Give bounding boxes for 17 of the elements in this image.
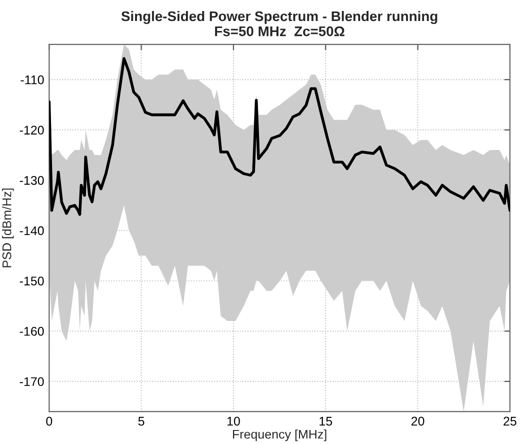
y-axis-title: PSD [dBm/Hz]: [2, 188, 14, 268]
x-axis-title: Frequency [MHz]: [232, 429, 326, 442]
x-tick-label: 10: [227, 416, 240, 426]
chart-title: Single-Sided Power Spectrum - Blender running Fs=50 MHz Zc=50Ω: [121, 10, 438, 36]
y-tick-label: -170: [20, 377, 44, 386]
x-tick-label: 5: [138, 416, 144, 426]
y-tick-label: -160: [20, 326, 44, 336]
y-tick-label: -150: [20, 276, 44, 286]
y-tick-label: -110: [20, 75, 44, 84]
x-tick-label: 25: [504, 416, 516, 426]
x-tick-label: 20: [411, 416, 424, 426]
y-tick-label: -120: [20, 126, 44, 135]
y-tick-label: -140: [20, 226, 44, 236]
x-tick-label: 0: [46, 416, 52, 426]
line-series: [49, 57, 510, 216]
y-tick-label: -130: [20, 176, 44, 185]
x-tick-label: 15: [320, 416, 332, 426]
